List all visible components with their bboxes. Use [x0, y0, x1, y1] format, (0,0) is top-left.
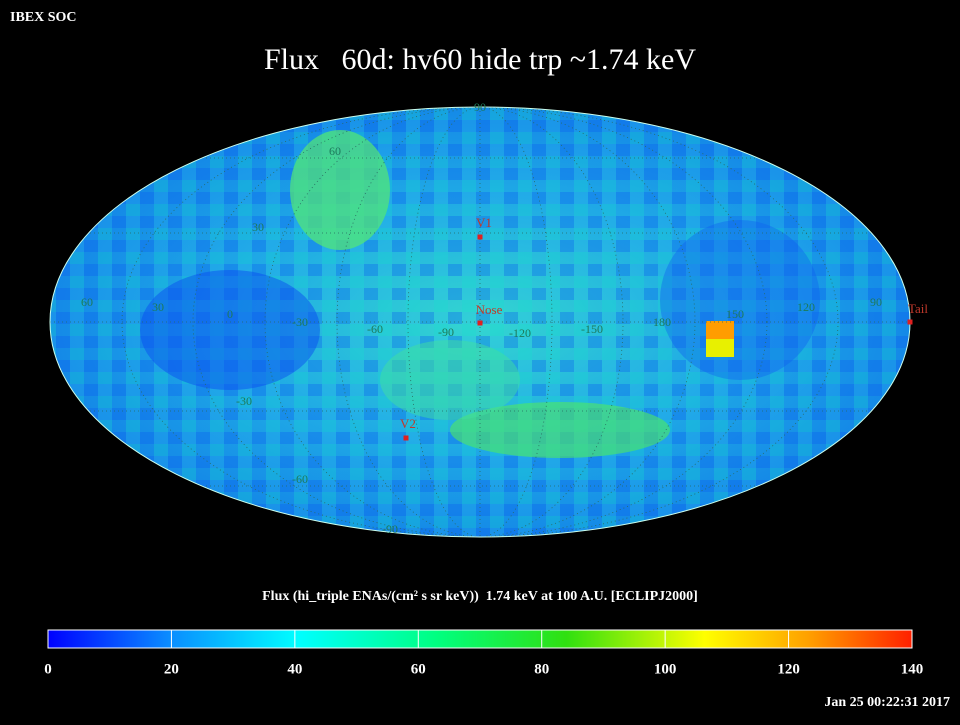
colorbar-tick-label: 0: [44, 661, 52, 677]
grid-label: 0: [227, 307, 233, 321]
grid-label: 60: [81, 295, 93, 309]
marker-label: Tail: [908, 301, 928, 316]
grid-label: 150: [726, 307, 744, 321]
marker-label: Nose: [476, 302, 503, 317]
grid-label: -90: [382, 522, 398, 536]
colorbar-tick-label: 100: [654, 661, 677, 677]
grid-label: 120: [797, 300, 815, 314]
marker-dot: [477, 234, 483, 240]
timestamp: Jan 25 00:22:31 2017: [824, 695, 950, 710]
grid-label: -30: [236, 394, 252, 408]
colorbar-tick-label: 120: [777, 661, 800, 677]
app-name: IBEX SOC: [10, 10, 77, 25]
colorbar-tick-label: 140: [901, 661, 924, 677]
colorbar-tick-label: 60: [411, 661, 426, 677]
colorbar: [47, 629, 913, 649]
map-title: Flux 60d: hv60 hide trp ~1.74 keV: [264, 43, 696, 76]
grid-label: 30: [252, 220, 264, 234]
grid-label: 60: [329, 144, 341, 158]
grid-label: -30: [292, 315, 308, 329]
grid-label: -150: [581, 322, 603, 336]
colorbar-label: Flux (hi_triple ENAs/(cm² s sr keV)) 1.7…: [262, 589, 698, 604]
marker-label: V1: [476, 215, 492, 230]
colorbar-tick-label: 80: [534, 661, 549, 677]
colorbar-ticks: 0 20 40 60 80 100 120 140: [44, 630, 923, 677]
colorbar-tick-label: 20: [164, 661, 179, 677]
marker-label: V2: [400, 416, 416, 431]
grid-labels: 90 60 30 60 30 0 -30 -60 -90 -120 -150 180 150 120 90 -…: [81, 100, 882, 536]
grid-label: -120: [509, 326, 531, 340]
marker-dot: [403, 435, 409, 441]
grid-label: 90: [474, 100, 486, 114]
grid-label: 90: [870, 295, 882, 309]
grid-label: -60: [367, 322, 383, 336]
grid-label: 180: [653, 315, 671, 329]
grid-label: -60: [292, 472, 308, 486]
colorbar-tick-label: 40: [287, 661, 302, 677]
grid-label: 30: [152, 300, 164, 314]
marker-dot: [907, 319, 913, 325]
marker-dot: [477, 320, 483, 326]
grid-label: -90: [438, 325, 454, 339]
markers: V1 Nose V2 Tail: [400, 215, 928, 441]
